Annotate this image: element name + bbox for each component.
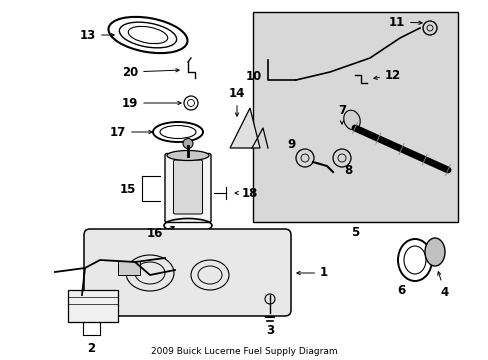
Text: 19: 19 <box>122 96 181 109</box>
Text: 20: 20 <box>122 66 179 78</box>
Bar <box>68 290 118 322</box>
Ellipse shape <box>424 238 444 266</box>
Text: 17: 17 <box>110 126 152 139</box>
Text: 2009 Buick Lucerne Fuel Supply Diagram: 2009 Buick Lucerne Fuel Supply Diagram <box>150 347 337 356</box>
Text: 16: 16 <box>146 226 174 240</box>
FancyBboxPatch shape <box>84 229 290 316</box>
Bar <box>118 261 140 275</box>
FancyBboxPatch shape <box>164 153 210 222</box>
Text: 1: 1 <box>296 266 327 279</box>
Text: 7: 7 <box>337 104 346 124</box>
Circle shape <box>183 139 193 149</box>
Bar <box>252 12 457 222</box>
Text: 15: 15 <box>120 183 136 195</box>
Text: 4: 4 <box>437 272 448 298</box>
Polygon shape <box>229 108 260 148</box>
Ellipse shape <box>343 110 360 130</box>
Text: 8: 8 <box>343 163 351 176</box>
Text: 11: 11 <box>388 15 421 28</box>
Text: 6: 6 <box>396 284 404 297</box>
Text: 2: 2 <box>87 342 95 355</box>
Text: 9: 9 <box>286 138 295 150</box>
Ellipse shape <box>167 150 208 161</box>
Text: 18: 18 <box>235 186 258 199</box>
Text: 12: 12 <box>373 68 401 81</box>
Text: 14: 14 <box>228 87 244 116</box>
Text: 13: 13 <box>80 28 114 41</box>
Text: 5: 5 <box>351 225 359 239</box>
Text: 3: 3 <box>265 324 273 338</box>
Text: 10: 10 <box>245 69 262 82</box>
FancyBboxPatch shape <box>173 160 202 214</box>
